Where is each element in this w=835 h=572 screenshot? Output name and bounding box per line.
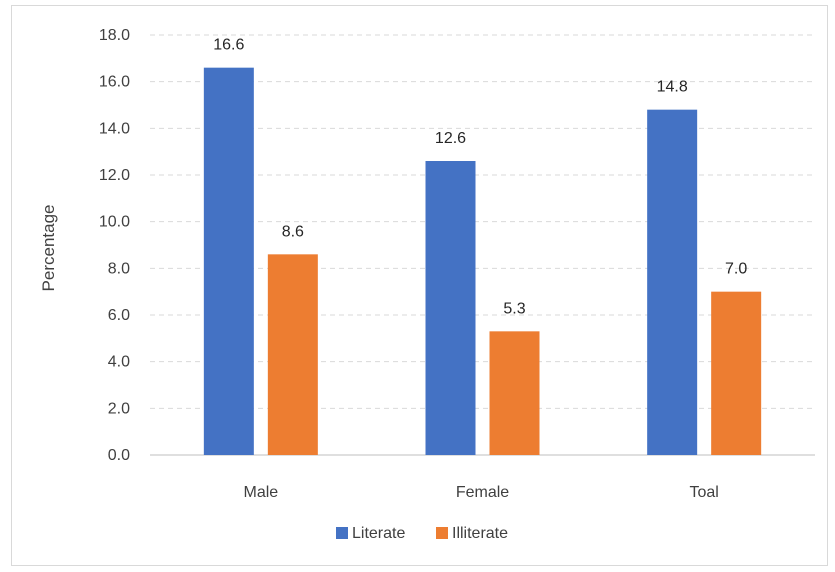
bars — [203, 67, 762, 456]
x-tick-label: Male — [243, 484, 278, 501]
y-tick-label: 10.0 — [99, 214, 130, 231]
y-axis-title: Percentage — [39, 205, 58, 292]
y-tick-label: 14.0 — [99, 120, 130, 137]
y-tick-label: 6.0 — [108, 307, 130, 324]
legend-swatch-illiterate — [436, 527, 448, 539]
y-tick-label: 16.0 — [99, 74, 130, 91]
y-tick-label: 2.0 — [108, 400, 130, 417]
legend-swatch-literate — [336, 527, 348, 539]
bar-literate-toal — [647, 109, 698, 456]
data-label: 5.3 — [503, 300, 525, 317]
legend-label: Illiterate — [452, 525, 508, 542]
bar-literate-male — [203, 67, 254, 456]
data-label: 14.8 — [657, 79, 688, 96]
y-tick-label: 18.0 — [99, 27, 130, 44]
y-tick-label: 4.0 — [108, 354, 130, 371]
data-label: 16.6 — [213, 37, 244, 54]
bar-illiterate-female — [489, 331, 540, 455]
y-tick-label: 0.0 — [108, 447, 130, 464]
legend-label: Literate — [352, 525, 405, 542]
x-tick-label: Female — [456, 484, 509, 501]
bar-illiterate-male — [267, 254, 318, 455]
legend: Literate Illiterate — [336, 525, 508, 542]
gridlines — [150, 34, 815, 409]
y-axis-ticks: 0.0 2.0 4.0 6.0 8.0 10.0 12.0 14.0 16.0 18.0 — [99, 27, 130, 464]
y-tick-label: 8.0 — [108, 260, 130, 277]
data-labels: 16.6 8.6 12.6 5.3 14.8 7.0 — [213, 37, 747, 318]
data-label: 8.6 — [282, 223, 304, 240]
x-tick-label: Toal — [689, 484, 718, 501]
data-label: 7.0 — [725, 261, 747, 278]
y-tick-label: 12.0 — [99, 167, 130, 184]
bar-literate-female — [425, 161, 476, 455]
bar-illiterate-toal — [711, 291, 762, 455]
data-label: 12.6 — [435, 130, 466, 147]
x-axis-ticks: Male Female Toal — [243, 484, 718, 501]
